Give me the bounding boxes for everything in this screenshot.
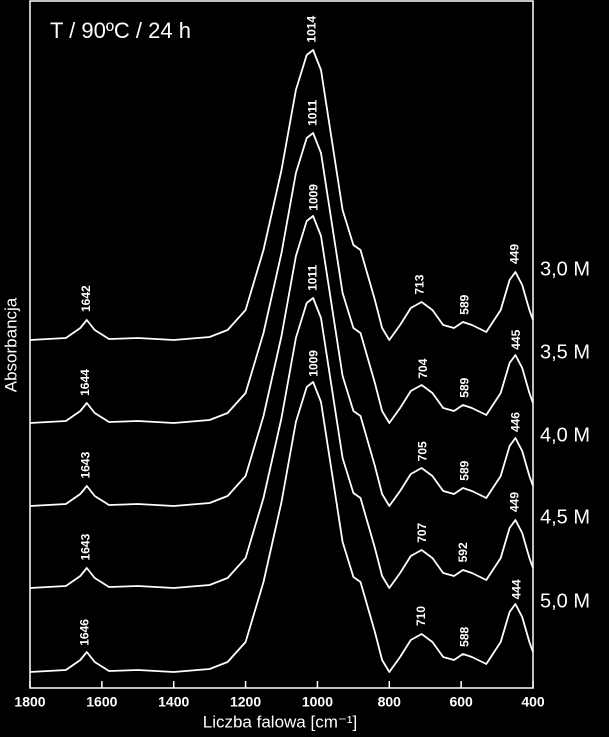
peak-label: 588 — [458, 626, 472, 646]
series-label: 3,5 M — [540, 341, 590, 363]
spectrum-line — [29, 132, 534, 424]
peak-label: 713 — [413, 274, 427, 294]
peak-label: 592 — [456, 542, 470, 562]
x-tick-label: 1600 — [86, 694, 117, 710]
peak-label: 705 — [416, 441, 430, 461]
peak-label: 444 — [509, 579, 523, 599]
x-tick-label: 1200 — [230, 694, 261, 710]
y-axis-label: Absorbancja — [1, 297, 20, 392]
chart-title: T / 90ºC / 24 h — [50, 18, 191, 43]
peak-label: 710 — [414, 606, 428, 626]
peak-label: 449 — [508, 492, 522, 512]
peak-label: 1643 — [79, 533, 93, 560]
peak-label: 1014 — [305, 16, 319, 43]
peak-label: 1011 — [306, 100, 320, 126]
series-label: 5,0 M — [540, 590, 590, 612]
peak-label: 1009 — [306, 350, 320, 377]
x-tick-label: 400 — [521, 694, 545, 710]
peak-label: 589 — [457, 460, 471, 480]
spectrum-line — [29, 49, 534, 341]
peak-label: 446 — [509, 412, 523, 432]
series-label: 4,5 M — [540, 506, 590, 528]
series-label: 4,0 M — [540, 424, 590, 446]
spectrum-line — [29, 297, 534, 589]
peak-label: 1011 — [306, 265, 320, 291]
x-tick-label: 800 — [378, 694, 402, 710]
peak-label: 449 — [508, 244, 522, 264]
peak-label: 1009 — [306, 184, 320, 211]
x-tick-label: 1800 — [14, 694, 45, 710]
x-tick-label: 1400 — [158, 694, 189, 710]
spectrum-line — [29, 215, 534, 507]
x-tick-label: 600 — [449, 694, 473, 710]
peak-label: 704 — [416, 358, 430, 378]
plot-frame — [29, 0, 534, 689]
series-label: 3,0 M — [540, 258, 590, 280]
peak-label: 1644 — [78, 369, 92, 396]
spectrum-line — [29, 381, 534, 673]
peak-label: 1646 — [78, 619, 92, 646]
x-axis-label: Liczba falowa [cm⁻¹] — [203, 712, 357, 731]
peak-label: 1643 — [79, 451, 93, 478]
peak-label: 445 — [509, 329, 523, 349]
peak-label: 1642 — [79, 285, 93, 312]
x-tick-label: 1000 — [302, 694, 333, 710]
peak-label: 589 — [457, 294, 471, 314]
peak-label: 589 — [457, 377, 471, 397]
peak-label: 707 — [415, 522, 429, 542]
